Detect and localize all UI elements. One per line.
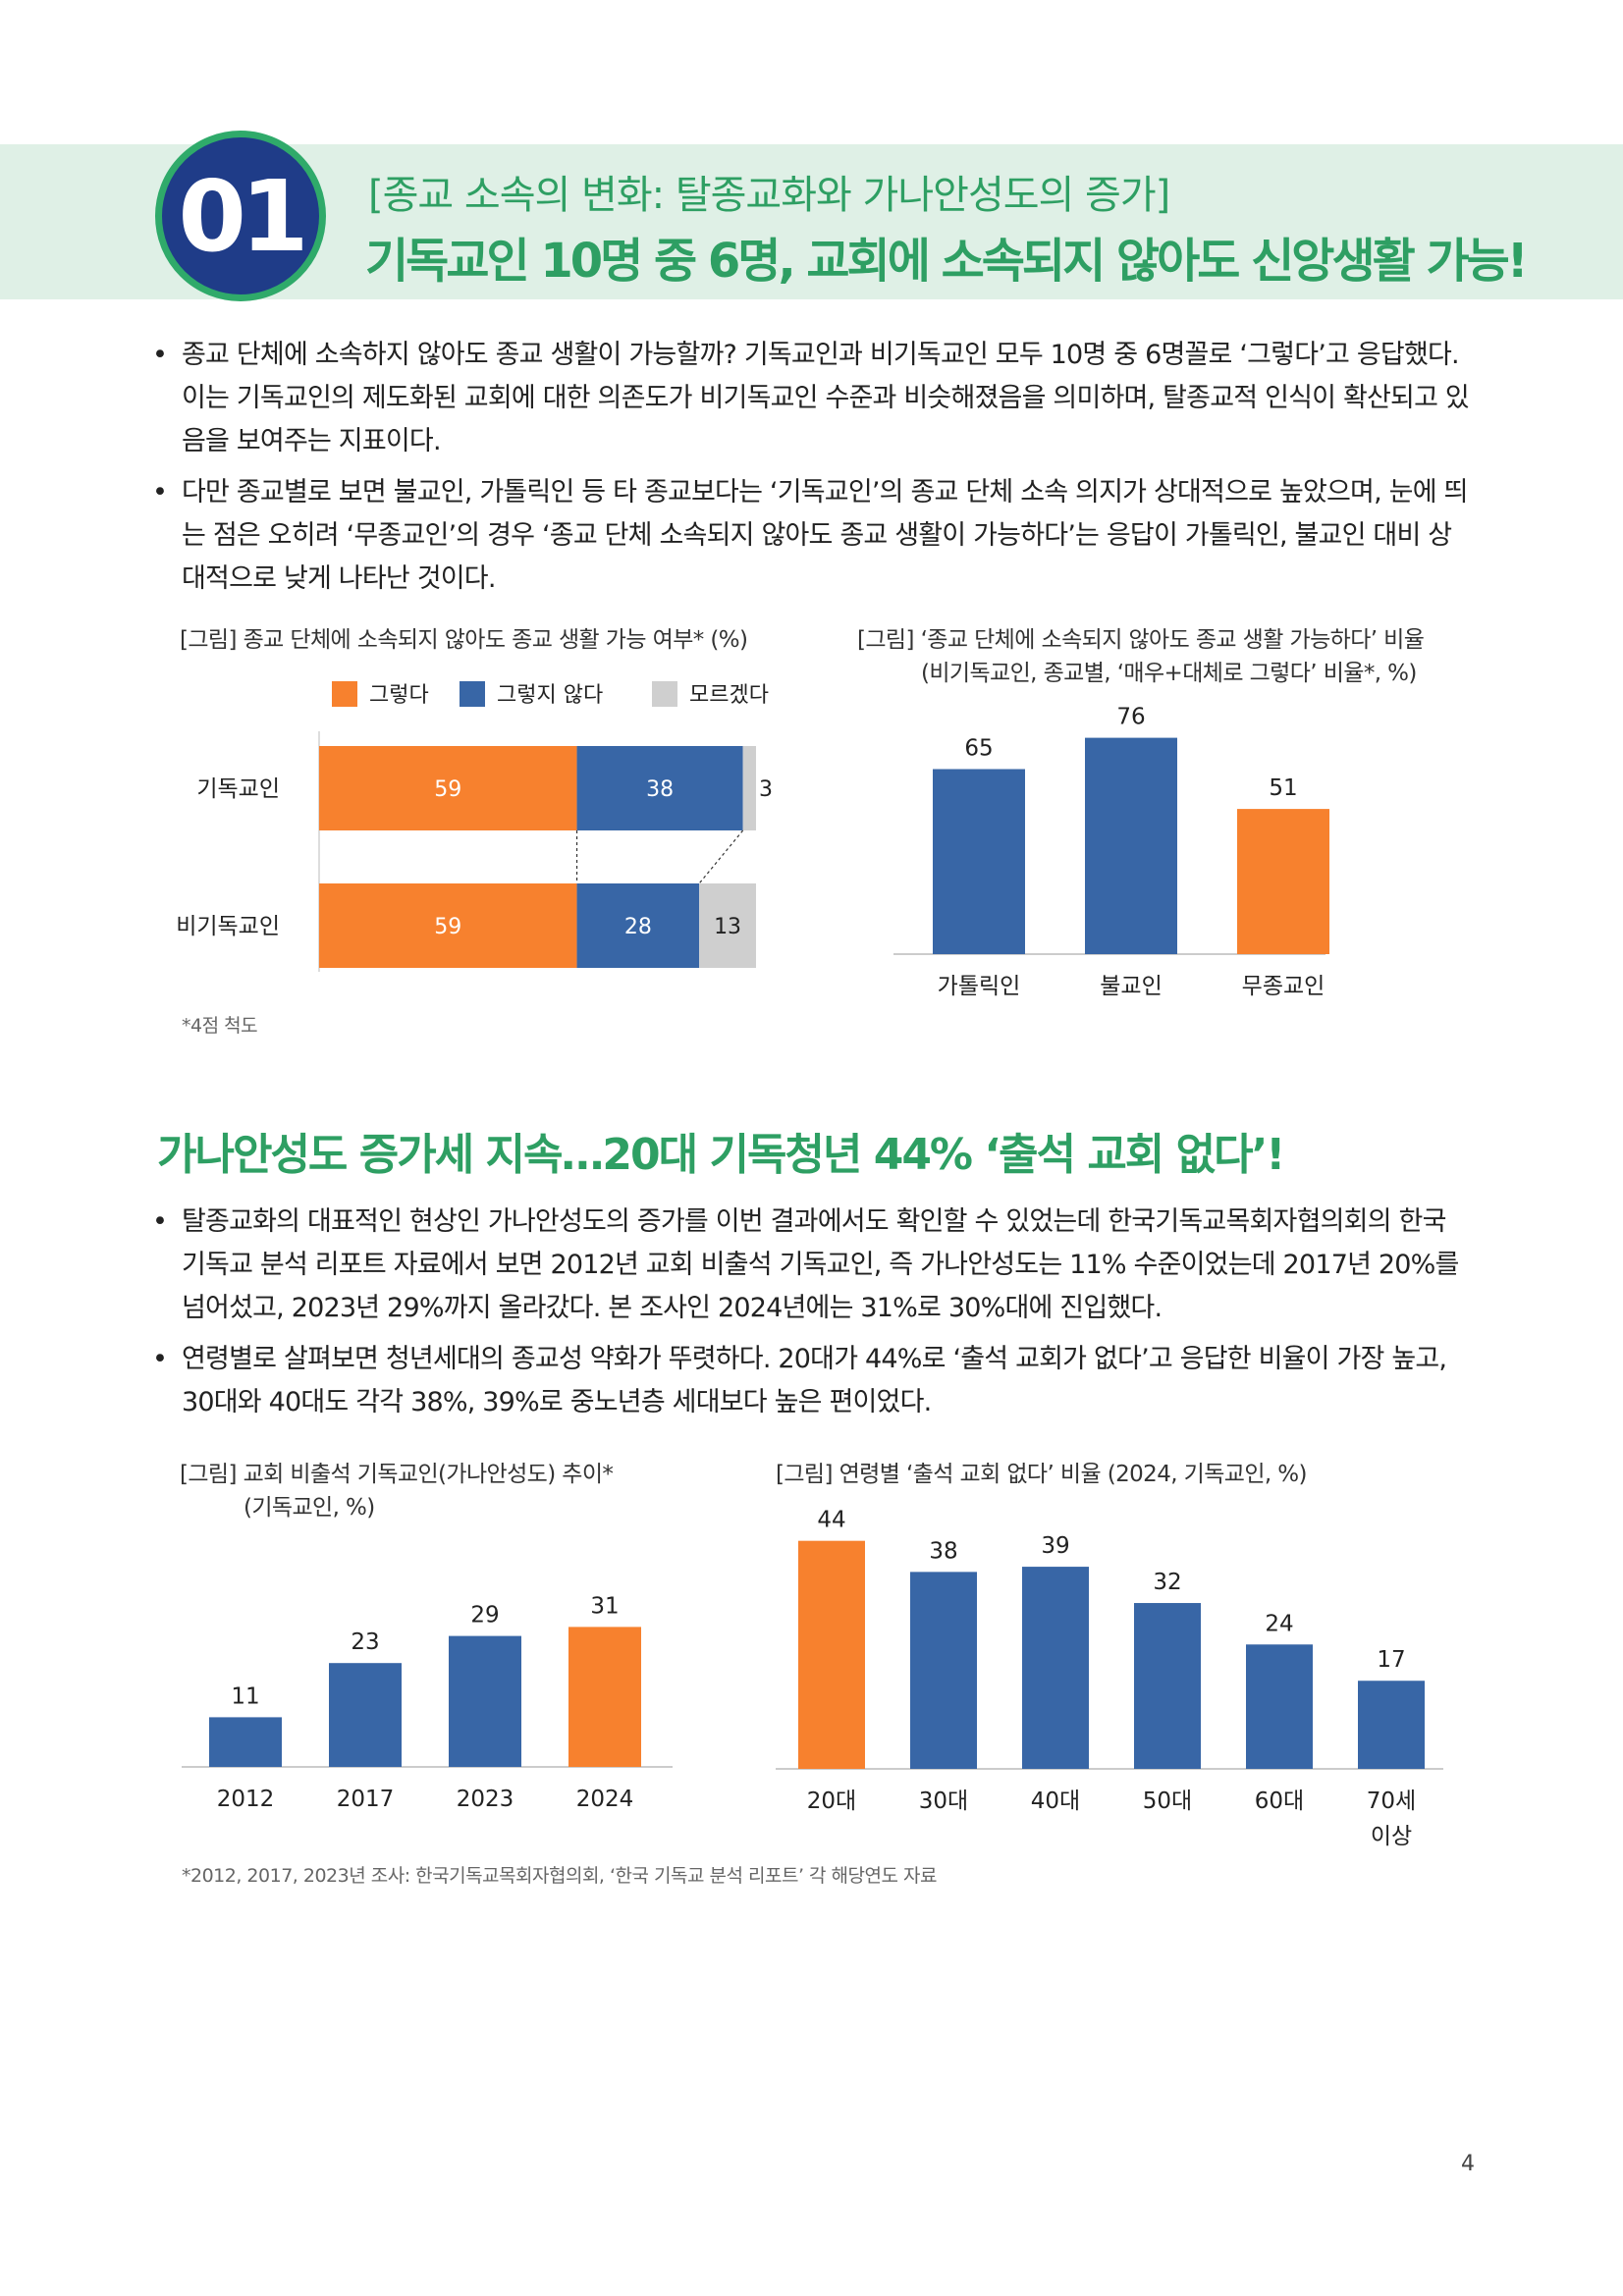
chart2-title-line1: [그림] ‘종교 단체에 소속되지 않아도 종교 생활 가능하다’ 비율: [857, 627, 1425, 653]
bar: [1246, 1644, 1313, 1769]
category-label: 70세: [1367, 1789, 1416, 1814]
category-label: 이상: [1371, 1824, 1412, 1849]
data-label: 3: [759, 777, 773, 802]
bar: [329, 1663, 402, 1767]
page-number: 4: [1461, 2152, 1475, 2176]
section-kicker: [종교 소속의 변화: 탈종교화와 가나안성도의 증가]: [368, 173, 1170, 218]
category-label: 2024: [576, 1787, 634, 1812]
bullet-item: 연령별로 살펴보면 청년세대의 종교성 약화가 뚜렷하다. 20대가 44%로 …: [152, 1338, 1473, 1424]
data-label: 38: [929, 1538, 957, 1564]
category-label: 50대: [1143, 1789, 1192, 1814]
subheadline: 가나안성도 증가세 지속…20대 기독청년 44% ‘출석 교회 없다’!: [157, 1130, 1285, 1180]
data-label: 24: [1265, 1611, 1293, 1636]
data-label: 11: [231, 1683, 259, 1709]
chart3-bar: 11 2012 23 2017 29 2023 31 2024: [182, 1593, 673, 1812]
data-label: 44: [817, 1508, 845, 1533]
data-label: 51: [1269, 775, 1297, 801]
legend-label-1: 그렇지 않다: [497, 683, 603, 708]
bullet-list-2: 탈종교화의 대표적인 현상인 가나안성도의 증가를 이번 결과에서도 확인할 수…: [152, 1201, 1473, 1432]
data-label: 31: [590, 1593, 619, 1619]
chart3-title-line2: (기독교인, %): [243, 1495, 375, 1521]
connector-line: [698, 829, 744, 884]
data-label: 32: [1153, 1570, 1181, 1595]
bullet-item: 종교 단체에 소속하지 않아도 종교 생활이 가능할까? 기독교인과 비기독교인…: [152, 334, 1473, 463]
bar: [1085, 737, 1177, 954]
bar: [933, 769, 1025, 954]
data-label: 59: [434, 777, 461, 802]
data-label: 28: [624, 915, 652, 939]
category-label: 무종교인: [1242, 974, 1325, 999]
chart3-title-line1: [그림] 교회 비출석 기독교인(가나안성도) 추이*: [180, 1462, 614, 1487]
legend-swatch-1: [460, 681, 485, 707]
bar: [798, 1540, 865, 1769]
legend-swatch-0: [332, 681, 357, 707]
data-label: 38: [646, 777, 674, 802]
data-label: 17: [1377, 1647, 1405, 1673]
bar: [209, 1717, 282, 1767]
data-label: 65: [964, 736, 993, 762]
bar-segment: [742, 746, 756, 830]
bar: [910, 1572, 977, 1769]
bar: [449, 1635, 521, 1767]
category-label: 비기독교인: [176, 914, 280, 939]
section-headline: 기독교인 10명 중 6명, 교회에 소속되지 않아도 신앙생활 가능!: [365, 234, 1529, 289]
bullet-item: 다만 종교별로 보면 불교인, 가톨릭인 등 타 종교보다는 ‘기독교인’의 종…: [152, 471, 1473, 601]
data-label: 23: [351, 1629, 379, 1655]
bar-segment: [319, 883, 577, 968]
bar: [1022, 1567, 1089, 1769]
category-label: 60대: [1255, 1789, 1304, 1814]
bar: [1358, 1681, 1425, 1769]
chart2-bar: 65 가톨릭인 76 불교인 51 무종교인: [893, 705, 1329, 999]
legend-label-2: 모르겠다: [689, 683, 769, 708]
bar-segment: [699, 883, 756, 968]
chart4-title: [그림] 연령별 ‘출석 교회 없다’ 비율 (2024, 기독교인, %): [776, 1462, 1308, 1487]
chart2-title-line2: (비기독교인, 종교별, ‘매우+대체로 그렇다’ 비율*, %): [921, 661, 1417, 686]
bar: [1134, 1603, 1201, 1769]
data-label: 39: [1041, 1533, 1069, 1559]
category-label: 20대: [807, 1789, 856, 1814]
data-label: 59: [434, 915, 461, 939]
legend-swatch-2: [652, 681, 677, 707]
category-label: 2017: [337, 1787, 395, 1812]
chart1-note: *4점 척도: [182, 1015, 258, 1037]
bullet-item: 탈종교화의 대표적인 현상인 가나안성도의 증가를 이번 결과에서도 확인할 수…: [152, 1201, 1473, 1330]
category-label: 2023: [457, 1787, 514, 1812]
data-label: 29: [470, 1603, 499, 1629]
category-label: 30대: [919, 1789, 968, 1814]
category-label: 2012: [217, 1787, 275, 1812]
category-label: 40대: [1031, 1789, 1080, 1814]
source-note: *2012, 2017, 2023년 조사: 한국기독교목회자협의회, ‘한국 …: [182, 1865, 937, 1887]
bar-segment: [576, 883, 700, 968]
bar-segment: [319, 746, 577, 830]
bar-segment: [576, 746, 743, 830]
bullet-list-1: 종교 단체에 소속하지 않아도 종교 생활이 가능할까? 기독교인과 비기독교인…: [152, 334, 1473, 609]
bar: [1237, 809, 1329, 954]
legend-label-0: 그렇다: [369, 683, 429, 708]
data-label: 13: [714, 915, 741, 939]
category-label: 가톨릭인: [938, 974, 1021, 999]
data-label: 76: [1116, 705, 1145, 730]
category-label: 불교인: [1100, 974, 1162, 999]
section-number: 01: [178, 158, 308, 274]
category-label: 기독교인: [196, 776, 280, 802]
section-number-badge: 01: [155, 131, 326, 301]
bar: [568, 1627, 641, 1767]
chart1-title: [그림] 종교 단체에 소속되지 않아도 종교 생활 가능 여부* (%): [180, 627, 748, 653]
